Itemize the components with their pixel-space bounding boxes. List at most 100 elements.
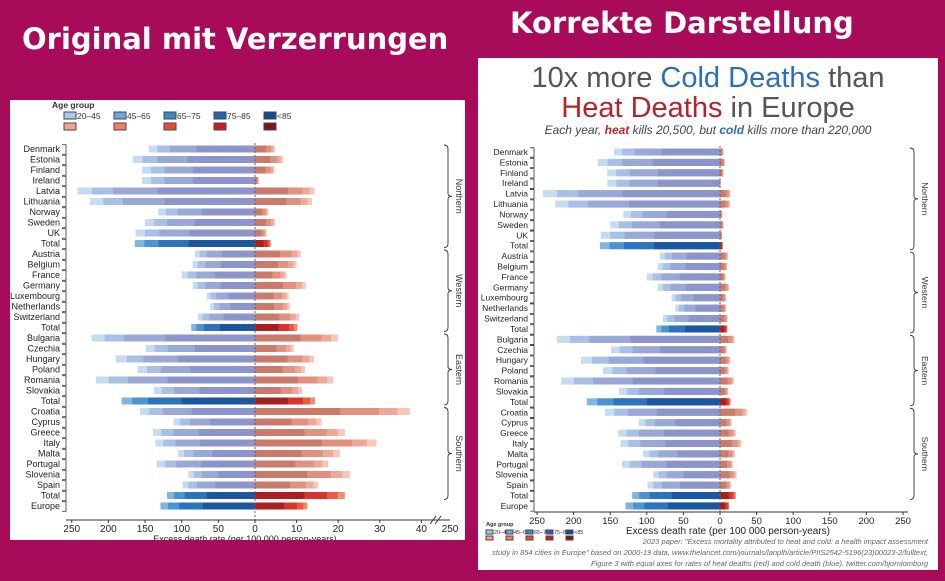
row-tick [530,459,535,470]
region-brace [443,144,453,248]
heat-bar-segment [255,492,305,499]
row-tick [62,175,67,187]
row-tick [530,303,535,314]
cold-bar-segment [196,145,255,153]
row-tick [62,312,67,323]
x-tick-label: 10 [291,524,303,535]
heat-bar-segment [255,313,280,321]
heat-bar-segment [255,376,299,384]
row-label: Greece [30,428,60,438]
row-label: Portugal [26,459,60,469]
row-label: Belgium [497,262,528,272]
row-tick [62,469,67,481]
cold-bar-segment [219,324,255,331]
chart-title-line2: Heat Deaths in Europe [561,92,854,124]
row-label: Portugal [496,459,528,469]
row-tick [530,449,535,460]
row-tick [530,230,535,241]
row-tick [530,189,535,200]
cold-bar-segment [190,366,255,373]
row-tick [62,186,67,197]
row-label: Denmark [23,144,60,154]
cold-bar-segment [671,492,720,500]
row-label: Europe [31,501,60,511]
row-label: Slovenia [25,470,60,480]
heat-bar-segment [720,398,726,406]
corrected-chart-panel: 10x more Cold Deaths than Heat Deaths in… [478,58,938,570]
row-tick [530,397,535,408]
row-tick [62,417,67,428]
axis-break [429,515,442,525]
cold-bar-segment [654,231,720,239]
cold-bar-segment [189,229,255,237]
legend-swatch-heat [113,122,127,131]
legend-swatch-cold [545,529,554,535]
legend-swatch-heat [525,535,534,541]
legend-swatch-heat [565,535,574,541]
heat-bar-segment [255,166,266,174]
legend-label: <85 [574,530,583,536]
row-label: Lithuania [493,199,528,209]
cold-bar-segment [198,429,255,436]
row-tick [62,238,67,250]
cold-bar-segment [686,252,720,260]
heat-bar-segment [720,492,729,500]
cold-bar-segment [218,471,255,478]
row-tick [62,501,67,512]
row-tick [62,459,67,470]
row-tick [530,251,535,262]
legend-label: 75–85 [227,111,251,121]
row-tick [530,199,535,210]
heat-bar-segment [720,294,724,302]
left-header: Original mit Verzerrungen [22,22,449,56]
heat-bar-segment [720,419,727,427]
cold-bar-segment [188,240,255,247]
heat-bar-segment [720,450,729,458]
row-label: Lithuania [23,197,60,207]
x-tick-label: 100 [785,516,801,527]
row-label: Total [41,491,60,501]
row-tick [62,375,67,386]
original-chart-panel: Denmark Estonia Finland Ireland Latvia Lithua… [10,100,465,540]
region-label: Eastern [454,354,464,385]
heat-bar-segment [720,387,725,395]
row-tick [530,470,535,481]
row-label: Netherlands [482,303,528,313]
row-label: Denmark [494,147,529,157]
row-tick [530,293,535,304]
row-tick [530,386,535,398]
cold-bar-segment [200,439,255,447]
row-label: Ireland [32,176,60,186]
heat-bar-segment [255,439,322,447]
row-tick [62,448,67,460]
row-label: Latvia [36,186,60,196]
legend-label: <85 [277,111,292,121]
cold-bar-segment [191,408,255,415]
row-tick [530,282,535,293]
row-tick [62,406,67,418]
original-chart: DenmarkEstoniaFinlandIrelandLatviaLithua… [10,100,464,540]
row-tick [530,220,535,231]
heat-bar-segment [255,271,273,279]
row-label: Czechia [27,344,60,354]
row-tick [62,490,67,502]
row-tick [62,354,67,365]
legend-swatch-cold [263,111,277,120]
legend-swatch-heat [485,535,494,541]
row-label: Luxembourg [481,293,529,303]
legend-swatch-cold [63,111,77,120]
heat-bar-segment [720,315,725,323]
heat-bar-segment [255,156,271,163]
heat-bar-segment [720,471,730,479]
row-label: Norway [29,207,60,217]
row-label: Total [41,239,60,249]
row-tick [530,438,535,450]
cold-bar-segment [215,481,255,489]
region-brace [909,147,919,251]
x-axis-label: Excess death rate (per 100 000 person-ye… [626,526,830,537]
heat-bar-segment [255,187,288,195]
cold-bar-segment [192,166,255,174]
cold-bar-segment [629,200,720,208]
heat-bar-segment [720,273,724,281]
row-label: Austria [32,249,60,259]
